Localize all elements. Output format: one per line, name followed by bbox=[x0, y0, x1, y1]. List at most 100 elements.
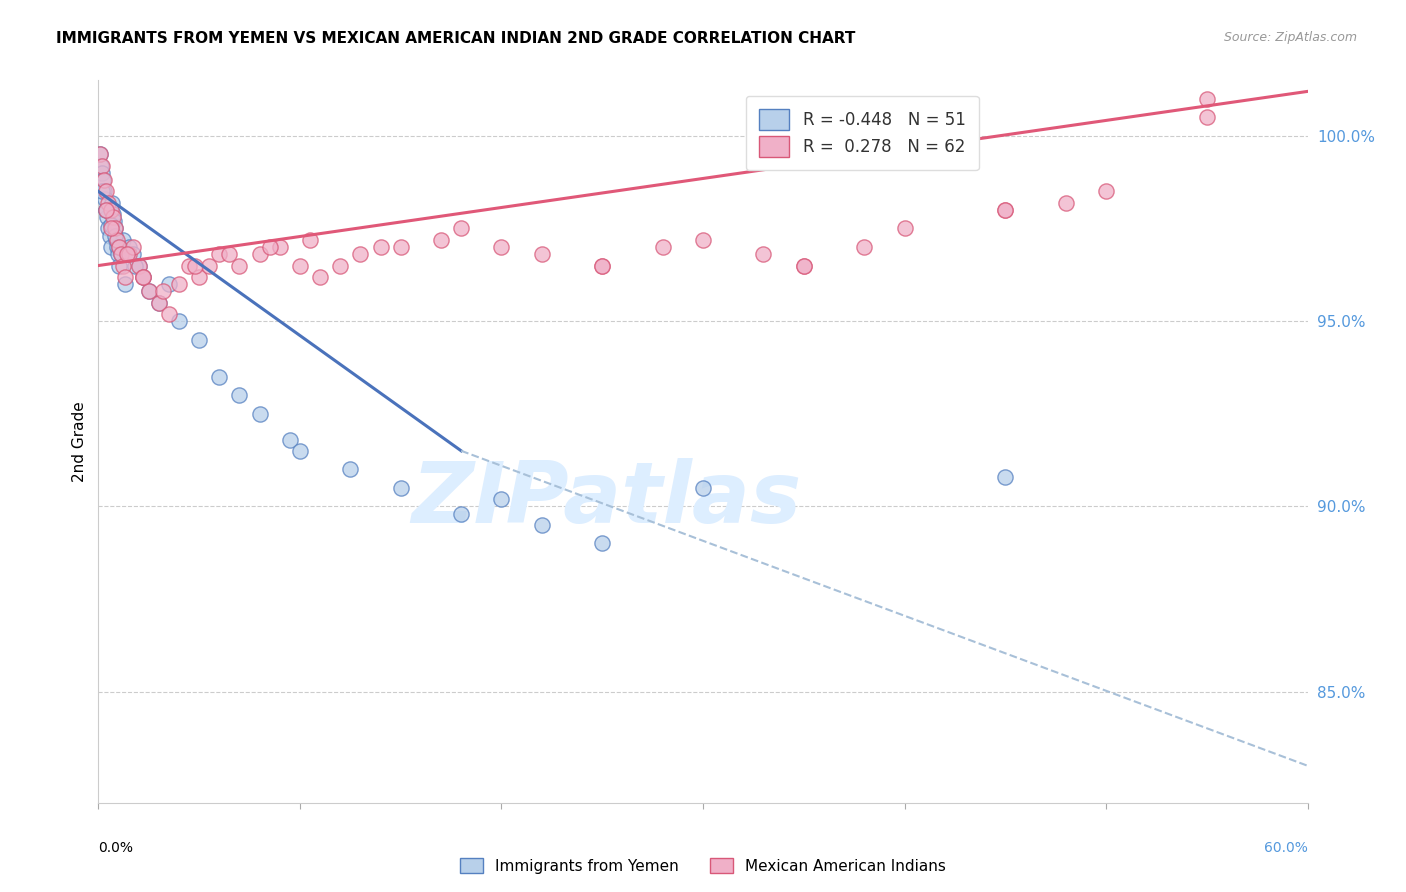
Point bbox=[124, 259, 146, 273]
Point bbox=[138, 285, 160, 299]
Point bbox=[157, 277, 180, 291]
Point bbox=[105, 240, 128, 254]
Text: Source: ZipAtlas.com: Source: ZipAtlas.com bbox=[1223, 31, 1357, 45]
Point bbox=[110, 247, 132, 261]
Point bbox=[100, 221, 122, 235]
Point bbox=[128, 259, 150, 273]
Point bbox=[107, 240, 129, 254]
Point bbox=[288, 259, 311, 273]
Point bbox=[128, 259, 150, 273]
Point bbox=[103, 221, 125, 235]
Point bbox=[370, 240, 392, 254]
Point bbox=[288, 443, 311, 458]
Point bbox=[138, 285, 160, 299]
Legend: R = -0.448   N = 51, R =  0.278   N = 62: R = -0.448 N = 51, R = 0.278 N = 62 bbox=[747, 95, 979, 169]
Point bbox=[167, 314, 190, 328]
Point bbox=[91, 185, 114, 199]
Point bbox=[103, 214, 125, 228]
Point bbox=[188, 333, 211, 347]
Point bbox=[269, 240, 291, 254]
Point bbox=[450, 221, 472, 235]
Point bbox=[591, 536, 613, 550]
Point bbox=[148, 295, 170, 310]
Point bbox=[309, 269, 332, 284]
Point bbox=[114, 277, 136, 291]
Point bbox=[793, 259, 815, 273]
Point bbox=[853, 240, 876, 254]
Point bbox=[329, 259, 352, 273]
Point bbox=[1054, 195, 1077, 210]
Point bbox=[228, 259, 250, 273]
Point bbox=[118, 247, 141, 261]
Point bbox=[97, 221, 120, 235]
Point bbox=[530, 517, 553, 532]
Point bbox=[198, 259, 221, 273]
Point bbox=[491, 240, 513, 254]
Point bbox=[94, 192, 117, 206]
Point bbox=[103, 228, 125, 243]
Point bbox=[93, 185, 115, 199]
Point bbox=[893, 221, 915, 235]
Point bbox=[148, 295, 170, 310]
Point bbox=[132, 269, 155, 284]
Point bbox=[259, 240, 281, 254]
Point bbox=[692, 233, 714, 247]
Legend: Immigrants from Yemen, Mexican American Indians: Immigrants from Yemen, Mexican American … bbox=[454, 852, 952, 880]
Point bbox=[96, 211, 118, 225]
Point bbox=[208, 369, 231, 384]
Point bbox=[1095, 185, 1118, 199]
Point bbox=[100, 202, 122, 217]
Point bbox=[450, 507, 472, 521]
Point bbox=[118, 240, 141, 254]
Point bbox=[105, 233, 128, 247]
Point bbox=[93, 173, 115, 187]
Point bbox=[339, 462, 361, 476]
Point bbox=[299, 233, 322, 247]
Point bbox=[349, 247, 371, 261]
Point bbox=[752, 247, 775, 261]
Point bbox=[111, 233, 134, 247]
Point bbox=[184, 259, 207, 273]
Text: IMMIGRANTS FROM YEMEN VS MEXICAN AMERICAN INDIAN 2ND GRADE CORRELATION CHART: IMMIGRANTS FROM YEMEN VS MEXICAN AMERICA… bbox=[56, 31, 856, 46]
Point bbox=[89, 147, 111, 161]
Point bbox=[167, 277, 190, 291]
Point bbox=[793, 259, 815, 273]
Point bbox=[389, 240, 412, 254]
Point bbox=[132, 269, 155, 284]
Point bbox=[96, 202, 118, 217]
Point bbox=[100, 240, 122, 254]
Point bbox=[121, 240, 143, 254]
Point bbox=[114, 269, 136, 284]
Text: 0.0%: 0.0% bbox=[98, 841, 134, 855]
Point bbox=[651, 240, 673, 254]
Point bbox=[101, 211, 124, 225]
Point bbox=[110, 247, 132, 261]
Point bbox=[96, 202, 118, 217]
Point bbox=[132, 269, 155, 284]
Point bbox=[115, 247, 138, 261]
Point bbox=[91, 166, 114, 180]
Point bbox=[100, 218, 122, 232]
Point bbox=[208, 247, 231, 261]
Point bbox=[103, 221, 125, 235]
Point bbox=[90, 159, 112, 173]
Point bbox=[994, 469, 1017, 483]
Point bbox=[104, 233, 127, 247]
Point bbox=[107, 240, 129, 254]
Point bbox=[121, 247, 143, 261]
Point bbox=[91, 159, 114, 173]
Point bbox=[491, 491, 513, 506]
Point bbox=[115, 247, 138, 261]
Y-axis label: 2nd Grade: 2nd Grade bbox=[72, 401, 87, 482]
Point bbox=[994, 202, 1017, 217]
Text: 60.0%: 60.0% bbox=[1264, 841, 1308, 855]
Point bbox=[97, 195, 120, 210]
Point bbox=[249, 247, 271, 261]
Point bbox=[188, 269, 211, 284]
Point bbox=[218, 247, 240, 261]
Point bbox=[96, 185, 118, 199]
Point bbox=[107, 247, 129, 261]
Point bbox=[1195, 92, 1218, 106]
Point bbox=[179, 259, 201, 273]
Point bbox=[228, 388, 250, 402]
